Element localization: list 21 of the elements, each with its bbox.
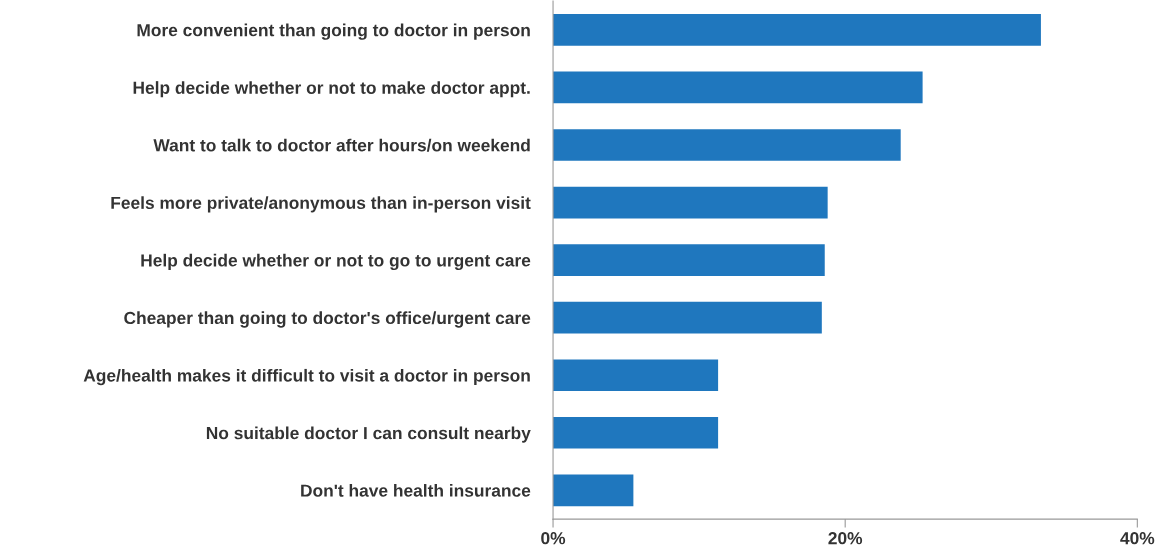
bar xyxy=(553,14,1041,46)
bar xyxy=(553,129,901,161)
x-tick-label: 40% xyxy=(1120,532,1155,545)
y-tick-label: No suitable doctor I can consult nearby xyxy=(206,426,531,443)
bar xyxy=(553,359,719,392)
bar xyxy=(553,71,923,104)
bar xyxy=(553,244,825,276)
y-tick-label: Age/health makes it difficult to visit a doctor in person xyxy=(83,368,530,386)
bar xyxy=(553,301,822,334)
x-tick-label: 0% xyxy=(541,532,566,545)
y-tick-label: Feels more private/anonymous than in-person visit xyxy=(111,196,531,213)
bar xyxy=(553,474,634,507)
y-tick-label: Help decide whether or not to make doctor appt. xyxy=(133,81,530,98)
x-tick-label: 20% xyxy=(828,532,863,545)
y-tick-label: More convenient than going to doctor in person xyxy=(137,23,530,40)
y-tick-label: Want to talk to doctor after hours/on weekend xyxy=(153,138,530,152)
y-tick-label: Cheaper than going to doctor's office/urgent care xyxy=(124,311,531,328)
bar xyxy=(553,416,719,449)
bar xyxy=(553,186,828,219)
y-tick-label: Help decide whether or not to go to urgent care xyxy=(141,253,531,271)
y-tick-label: Don't have health insurance xyxy=(301,484,531,497)
